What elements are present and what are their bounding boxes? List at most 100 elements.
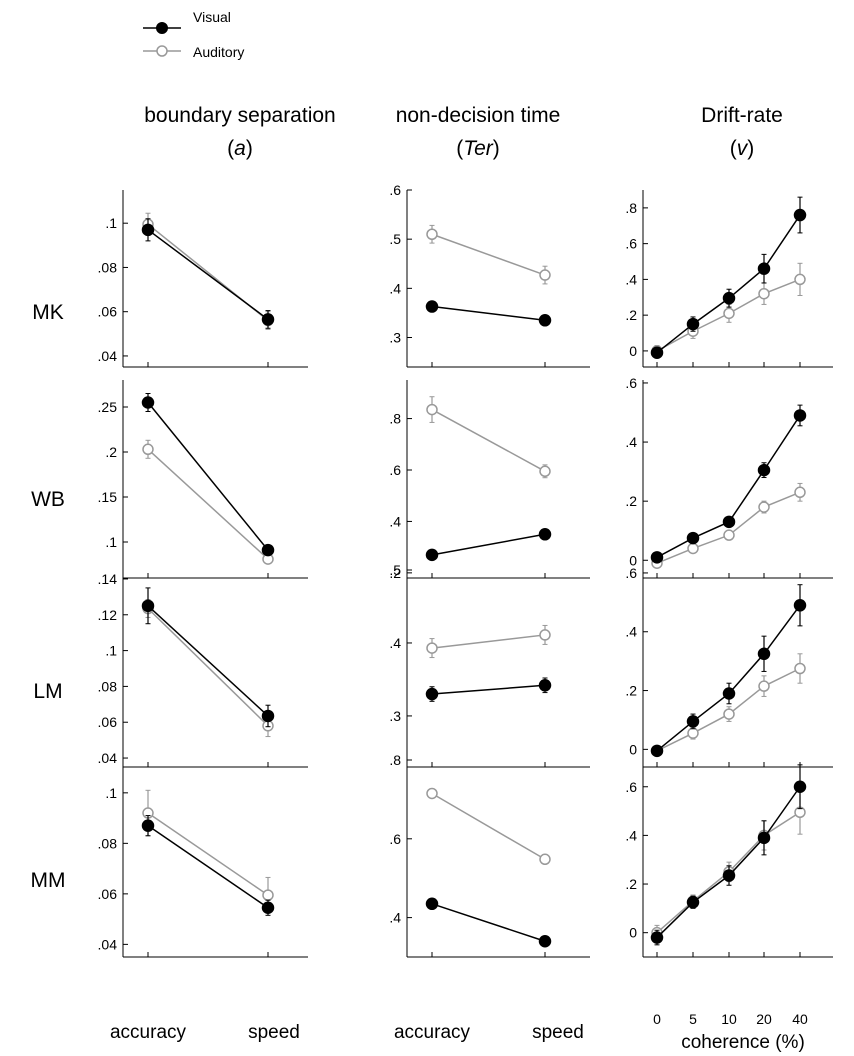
y-tick-label: .6 — [625, 375, 637, 391]
legend-visual-marker — [156, 22, 168, 34]
col-title-boundary-line2: (a) — [227, 137, 253, 160]
y-tick-label: .25 — [98, 399, 118, 415]
data-point — [539, 853, 551, 866]
panel-wb-boundary: .1 .15 .2 .25 — [98, 380, 308, 579]
y-tick-label: .04 — [98, 750, 118, 766]
data-point — [539, 269, 551, 281]
y-tick-label: .5 — [389, 231, 401, 247]
data-point — [687, 542, 699, 555]
y-tick-label: .08 — [98, 678, 118, 694]
data-point — [723, 307, 735, 320]
y-tick-label: .3 — [389, 708, 401, 724]
series-line — [147, 825, 269, 909]
y-tick-label: .4 — [625, 827, 637, 843]
panel-mm-nondecision: .4 .6 .8 — [389, 752, 590, 958]
data-point — [650, 744, 664, 758]
panel-mk-driftrate: 0 .2 .4 .6 .8 — [625, 190, 833, 368]
y-tick-label: .5 — [389, 562, 401, 578]
y-tick-label: .06 — [98, 886, 118, 902]
y-tick-label: 0 — [629, 343, 637, 359]
col-title-driftrate-line1: Drift-rate — [701, 104, 783, 127]
series-line — [431, 792, 546, 860]
y-tick-label: 0 — [629, 741, 637, 757]
y-tick-label: .6 — [625, 236, 637, 252]
series-line — [656, 214, 801, 354]
y-tick-label: .8 — [389, 752, 401, 768]
y-tick-label: .6 — [625, 779, 637, 795]
y-tick-label: .8 — [389, 411, 401, 427]
series-auditory — [651, 262, 806, 357]
series-visual — [141, 393, 275, 557]
x-label-coherence-40: 40 — [792, 1011, 808, 1027]
data-point — [757, 463, 771, 477]
row-label-wb: WB — [31, 488, 65, 511]
data-point — [426, 642, 438, 654]
x-label-coherence-20: 20 — [756, 1011, 772, 1027]
y-tick-label: .06 — [98, 304, 118, 320]
data-point — [793, 208, 807, 222]
y-tick-label: .6 — [389, 462, 401, 478]
y-tick-label: .2 — [389, 565, 401, 581]
y-tick-label: 0 — [629, 925, 637, 941]
x-label-col2-accuracy: accuracy — [394, 1022, 471, 1043]
series-line — [656, 604, 801, 752]
x-label-col1-speed: speed — [248, 1022, 300, 1043]
y-tick-label: .4 — [625, 271, 637, 287]
y-tick-label: .4 — [389, 910, 401, 926]
y-tick-label: .4 — [389, 513, 401, 529]
data-point — [722, 869, 736, 882]
panel-lm-nondecision: .3 .4 .5 — [389, 562, 590, 768]
y-tick-label: .6 — [389, 182, 401, 198]
series-line — [431, 634, 546, 649]
panel-wb-nondecision: .2 .4 .6 .8 — [389, 380, 590, 581]
col-title-boundary-line1: boundary separation — [144, 104, 335, 127]
data-point — [261, 313, 275, 326]
data-point — [425, 548, 439, 562]
legend: Visual Auditory — [143, 9, 244, 60]
data-point — [538, 528, 552, 541]
series-line — [431, 533, 546, 556]
series-visual — [650, 196, 807, 359]
x-label-coherence-10: 10 — [721, 1011, 737, 1027]
data-point — [141, 396, 155, 409]
series-visual — [425, 897, 552, 948]
data-point — [794, 486, 806, 499]
data-point — [722, 687, 736, 700]
data-point — [141, 599, 155, 613]
y-tick-label: .06 — [98, 714, 118, 730]
data-point — [722, 291, 736, 305]
legend-auditory-marker — [156, 45, 168, 57]
y-tick-label: .2 — [625, 683, 637, 699]
x-label-coherence-0: 0 — [653, 1011, 661, 1027]
data-point — [261, 543, 275, 557]
y-tick-label: .8 — [625, 200, 637, 216]
series-auditory — [426, 787, 551, 866]
data-point — [793, 780, 807, 794]
data-point — [650, 346, 664, 359]
y-tick-label: .04 — [98, 936, 118, 952]
legend-auditory-label: Auditory — [193, 44, 244, 60]
panel-mk-nondecision: .3 .4 .5 .6 — [389, 182, 590, 368]
col-title-nondecision-line2: (Ter) — [456, 137, 500, 160]
panel-wb-driftrate: 0 .2 .4 .6 — [625, 375, 833, 579]
series-auditory — [142, 789, 274, 914]
data-point — [141, 223, 155, 237]
series-line — [147, 448, 269, 560]
y-tick-label: .15 — [98, 489, 118, 505]
col-title-driftrate-line2: (v) — [730, 137, 755, 160]
y-tick-label: .4 — [625, 624, 637, 640]
y-tick-label: .6 — [625, 565, 637, 581]
series-line — [147, 402, 269, 551]
data-point — [538, 314, 552, 327]
data-point — [142, 443, 154, 456]
data-point — [686, 896, 700, 909]
series-auditory — [426, 396, 551, 479]
series-visual — [650, 764, 807, 946]
y-tick-label: .1 — [105, 643, 117, 659]
data-point — [538, 679, 552, 692]
series-line — [147, 812, 269, 896]
data-point — [723, 708, 735, 720]
x-label-coherence-5: 5 — [689, 1011, 697, 1027]
data-point — [262, 889, 274, 901]
